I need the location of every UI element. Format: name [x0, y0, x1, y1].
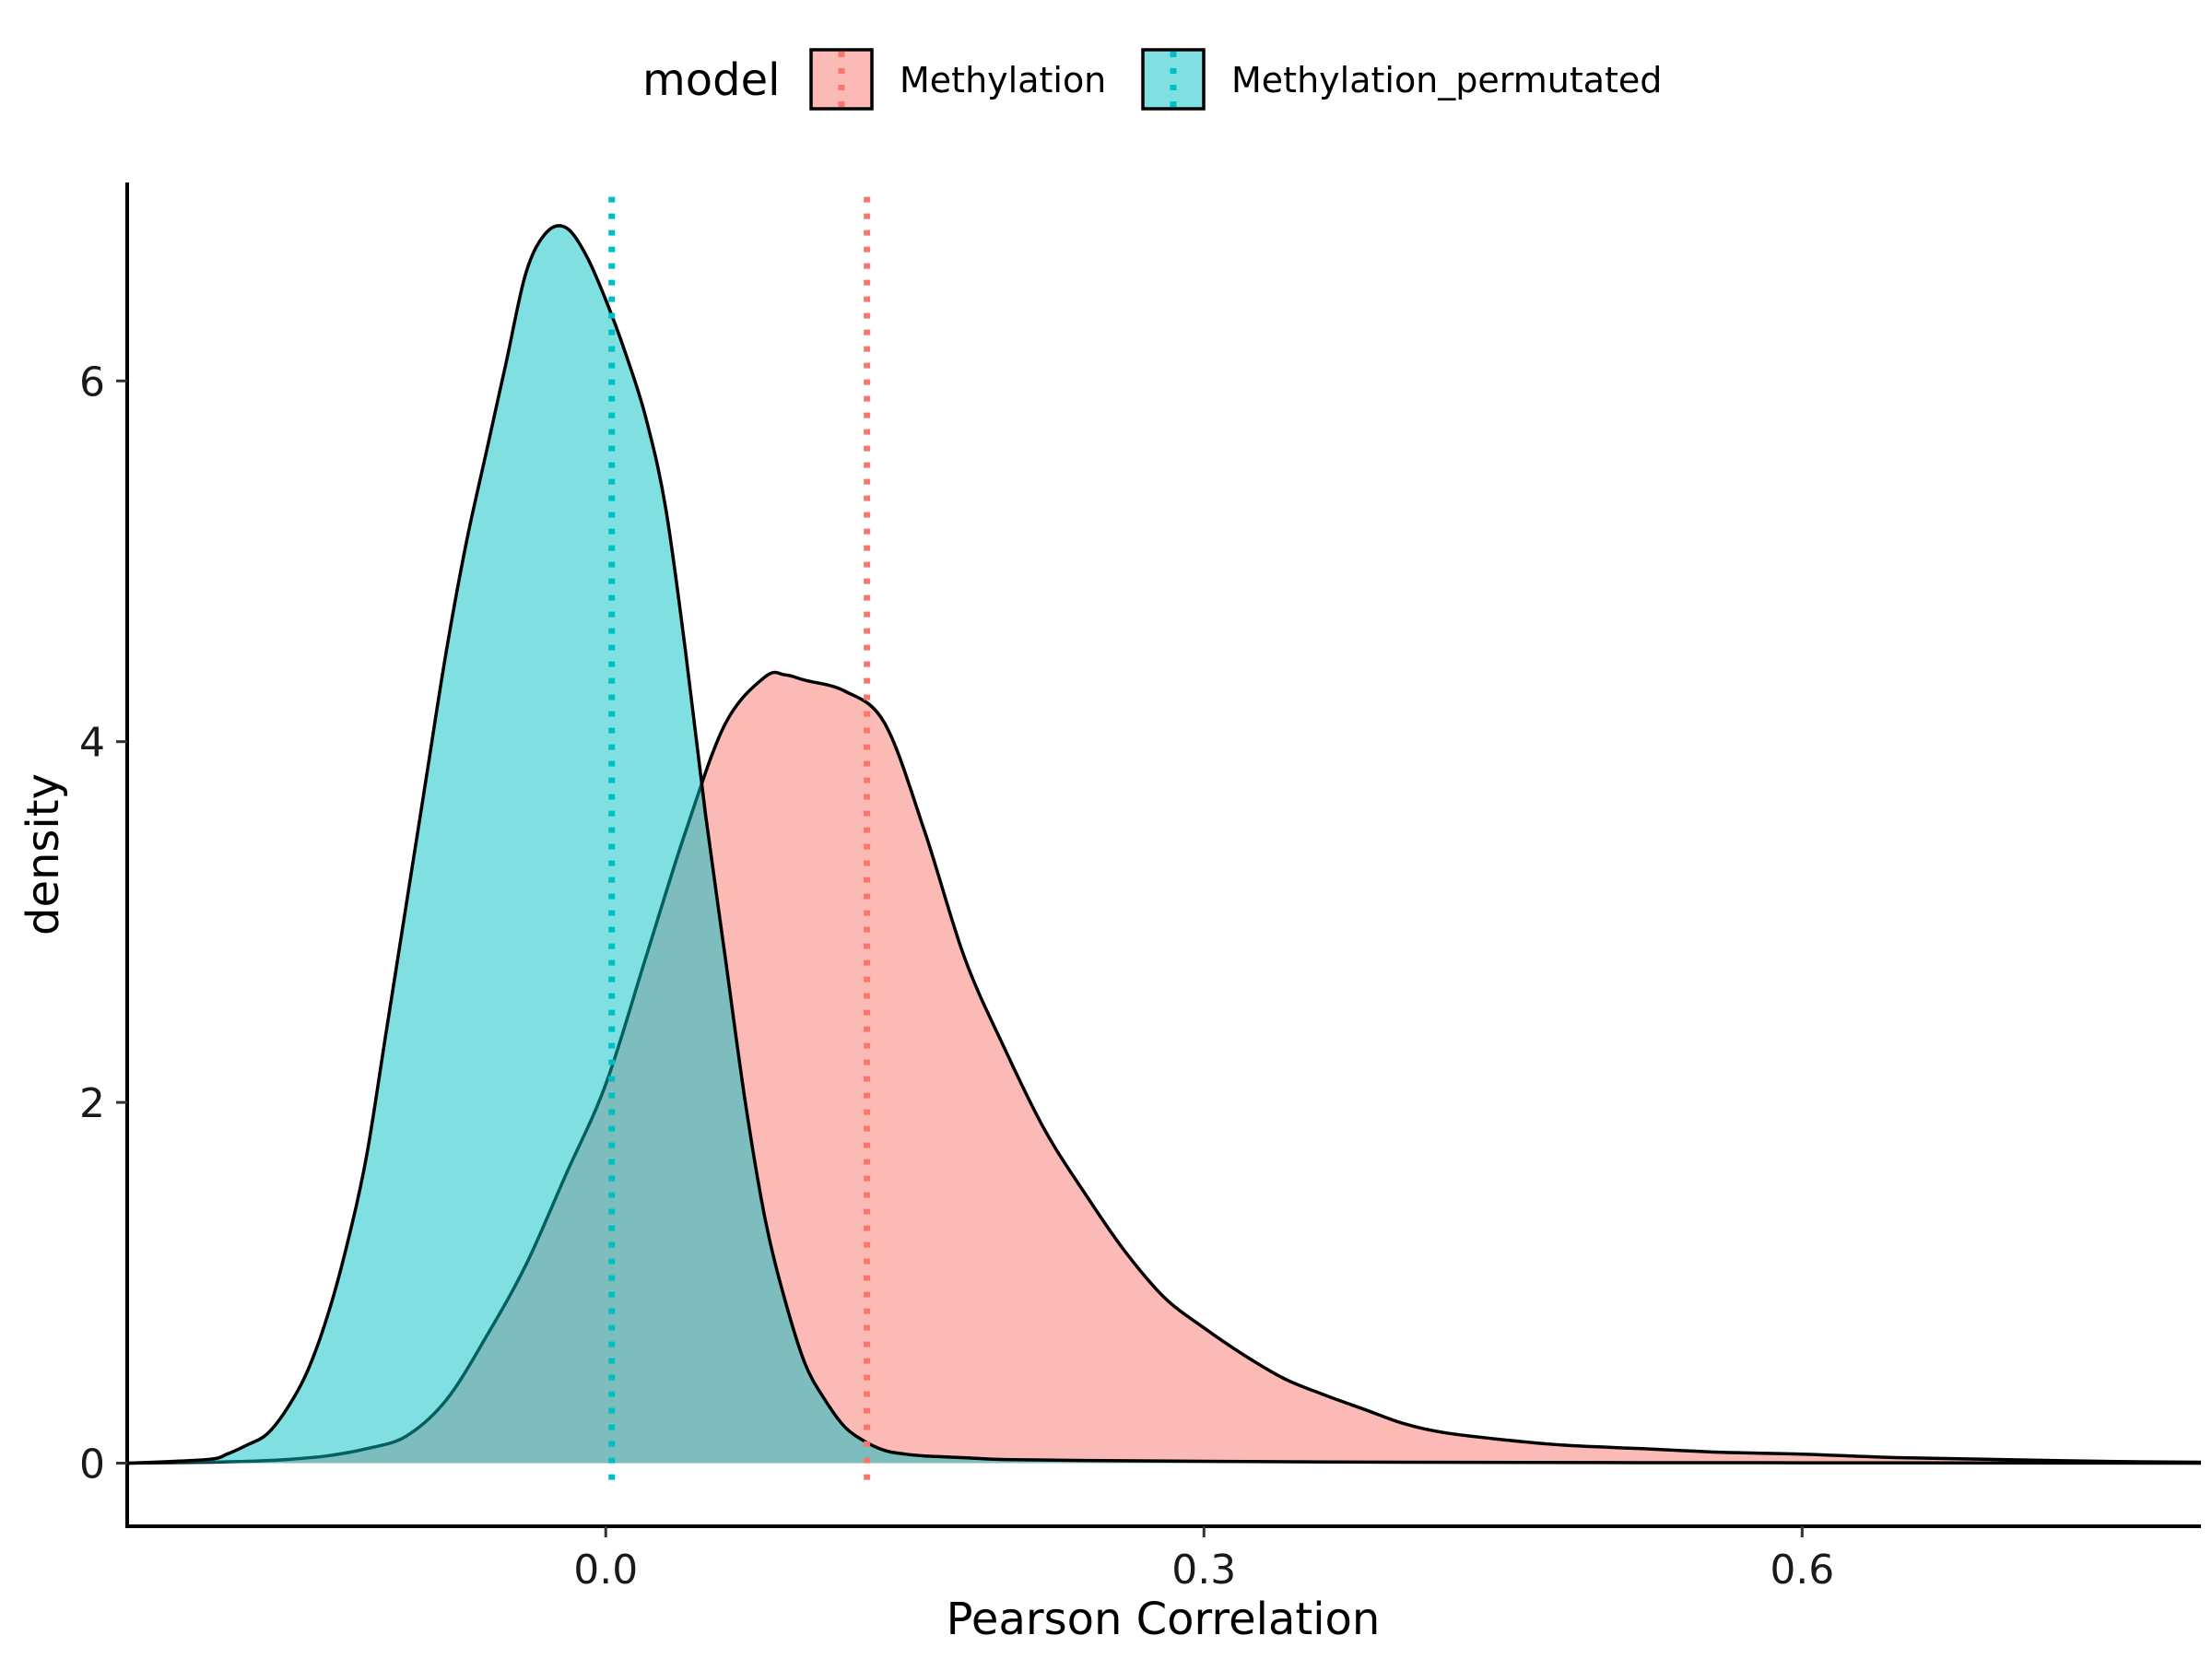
x-tick-label: 0.0	[573, 1547, 638, 1594]
x-ticks: 0.0 0.3 0.6	[573, 1526, 1834, 1594]
density-area-1	[127, 225, 2201, 1464]
legend-key	[1141, 48, 1206, 111]
legend-title: model	[642, 54, 780, 106]
x-tick-label: 0.6	[1770, 1547, 1834, 1594]
legend-item: Methylation_permutated	[1141, 48, 1662, 111]
axes: 0.0 0.3 0.6 0 2 4 6	[79, 182, 2201, 1594]
legend: model Methylation Methylation_permutated	[642, 48, 1662, 111]
legend-items: Methylation Methylation_permutated	[809, 48, 1662, 111]
legend-label: Methylation_permutated	[1231, 60, 1662, 100]
legend-item: Methylation	[809, 48, 1106, 111]
x-tick-label: 0.3	[1171, 1547, 1236, 1594]
legend-label: Methylation	[900, 60, 1106, 100]
density-areas	[126, 224, 2202, 1465]
x-axis-title: Pearson Correlation	[947, 1594, 1381, 1645]
y-tick-label: 4	[79, 720, 105, 767]
density-curve-1	[126, 224, 2202, 1465]
legend-key	[809, 48, 874, 111]
y-tick-label: 0	[79, 1441, 105, 1488]
y-ticks: 0 2 4 6	[79, 359, 127, 1488]
y-tick-label: 2	[79, 1080, 105, 1127]
y-tick-label: 6	[79, 359, 105, 406]
y-axis-title: density	[18, 773, 69, 935]
